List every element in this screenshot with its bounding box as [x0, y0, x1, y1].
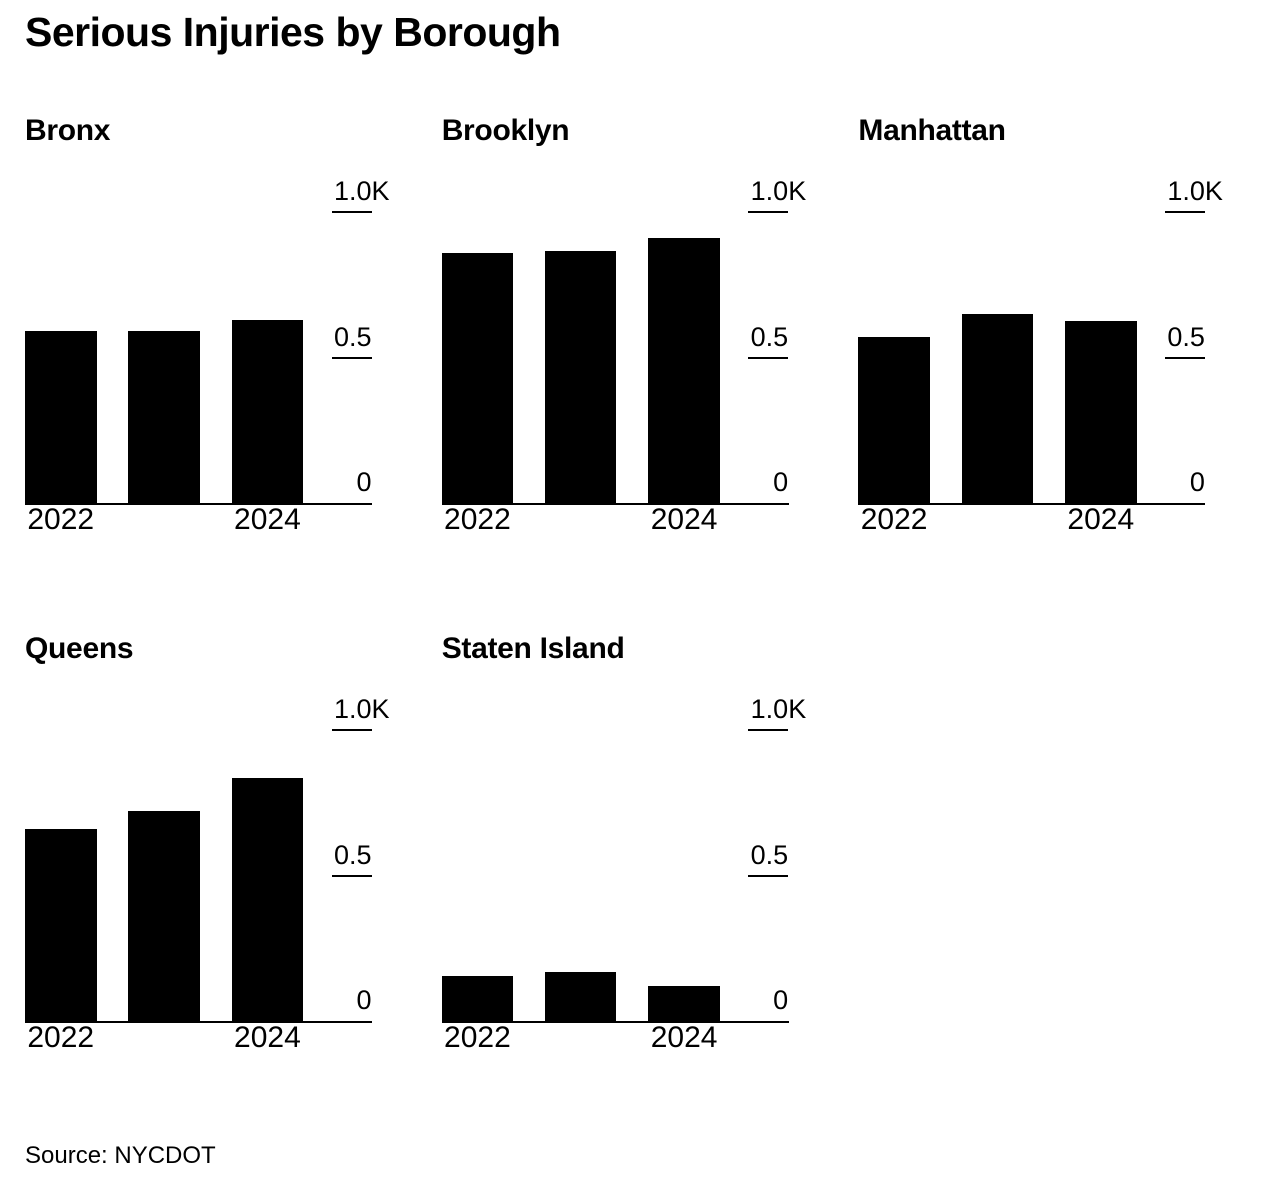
plot-area: 1.0 K 0.5 0 2022 2024: [858, 120, 1223, 535]
ytick-dash-1000: [748, 211, 789, 213]
bar-2023: [961, 313, 1034, 503]
ytick-0: 0: [332, 469, 371, 504]
ytick-500: 0.5: [748, 323, 789, 359]
source-note: Source: NYCDOT: [25, 1142, 216, 1169]
borough-chart-queens: Queens 1.0 K 0.5 0 2022 2024: [25, 634, 390, 1078]
figure-title: Serious Injuries by Borough: [25, 9, 561, 55]
bar-2023: [128, 331, 200, 503]
ytick-label-1000: 1.0 K: [750, 694, 807, 724]
xtick-label-2022: 2022: [27, 503, 95, 536]
ytick-0: 0: [748, 469, 788, 504]
bar-2023: [128, 811, 200, 1021]
ytick-500: 0.5: [331, 323, 372, 359]
plot-area: 1.0 K 0.5 0 2022 2024: [441, 120, 806, 535]
borough-chart-manhattan: Manhattan 1.0 K 0.5 0 2022 2024: [858, 116, 1223, 560]
ytick-1000: 1.0 K: [748, 178, 806, 213]
bar-2022: [25, 828, 97, 1021]
ytick-label-1000: 1.0 K: [750, 176, 807, 206]
ytick-500: 0.5: [331, 841, 372, 877]
ytick-dash-1000: [331, 211, 372, 213]
ytick-label-500: 0.5: [1167, 321, 1205, 352]
ytick-0: 0: [748, 987, 788, 1022]
ytick-500: 0.5: [1164, 323, 1205, 359]
ytick-dash-500: [331, 356, 372, 359]
borough-title: Staten Island: [441, 632, 625, 665]
xtick-label-2022: 2022: [860, 503, 928, 536]
borough-chart-staten-island: Staten Island 1.0 K 0.5 0 2022 2024: [441, 634, 806, 1078]
xtick-label-2024: 2024: [1067, 503, 1135, 536]
ytick-label-500: 0.5: [750, 839, 789, 870]
ytick-1000: 1.0 K: [1164, 178, 1223, 213]
xtick-label-2024: 2024: [650, 1021, 718, 1054]
ytick-1000: 1.0 K: [331, 696, 390, 731]
borough-title: Brooklyn: [441, 114, 570, 147]
ytick-label-500: 0.5: [333, 321, 372, 352]
borough-title: Bronx: [25, 114, 111, 147]
bar-2023: [544, 251, 617, 503]
ytick-0: 0: [1165, 469, 1205, 504]
charts-grid: Bronx 1.0 K 0.5 0 2022 2024 Brooklyn: [25, 116, 1223, 1078]
ytick-label-500: 0.5: [750, 321, 789, 352]
plot-area: 1.0 K 0.5 0 2022 2024: [441, 638, 806, 1053]
bar-2024: [1065, 321, 1137, 503]
bar-2022: [25, 331, 97, 503]
ytick-dash-500: [1164, 356, 1205, 359]
ytick-label-0: 0: [773, 467, 789, 497]
ytick-dash-1000: [331, 729, 372, 731]
ytick-dash-1000: [1164, 211, 1205, 213]
bar-2024: [648, 986, 720, 1021]
ytick-500: 0.5: [748, 841, 789, 877]
ytick-0: 0: [332, 987, 371, 1022]
ytick-label-1000: 1.0 K: [333, 694, 390, 724]
bar-2024: [231, 778, 304, 1021]
bar-2024: [231, 319, 304, 503]
xtick-label-2022: 2022: [444, 503, 511, 536]
xtick-label-2022: 2022: [27, 1021, 95, 1054]
xtick-label-2024: 2024: [650, 503, 718, 536]
bar-2022: [441, 252, 514, 503]
plot-area: 1.0 K 0.5 0 2022 2024: [25, 120, 390, 535]
borough-title: Manhattan: [858, 114, 1006, 147]
borough-chart-bronx: Bronx 1.0 K 0.5 0 2022 2024: [25, 116, 390, 560]
borough-chart-brooklyn: Brooklyn 1.0 K 0.5 0 2022 2024: [441, 116, 806, 560]
ytick-label-0: 0: [773, 985, 789, 1015]
ytick-dash-500: [748, 874, 789, 877]
borough-title: Queens: [25, 632, 134, 665]
ytick-dash-1000: [748, 729, 789, 731]
ytick-label-500: 0.5: [333, 839, 372, 870]
ytick-1000: 1.0 K: [748, 696, 806, 731]
bar-2022: [858, 337, 930, 503]
ytick-label-1000: 1.0 K: [333, 176, 390, 206]
ytick-label-1000: 1.0 K: [1167, 176, 1223, 206]
plot-area: 1.0 K 0.5 0 2022 2024: [25, 638, 390, 1053]
ytick-label-0: 0: [1189, 467, 1205, 497]
ytick-dash-500: [331, 874, 372, 877]
bar-2022: [441, 975, 514, 1021]
bar-2024: [648, 238, 720, 503]
xtick-label-2022: 2022: [444, 1021, 511, 1054]
ytick-label-0: 0: [356, 985, 372, 1015]
xtick-label-2024: 2024: [234, 1021, 301, 1054]
xtick-label-2024: 2024: [234, 503, 301, 536]
ytick-label-0: 0: [356, 467, 372, 497]
ytick-1000: 1.0 K: [331, 178, 390, 213]
ytick-dash-500: [748, 356, 789, 359]
bar-2023: [544, 971, 617, 1021]
